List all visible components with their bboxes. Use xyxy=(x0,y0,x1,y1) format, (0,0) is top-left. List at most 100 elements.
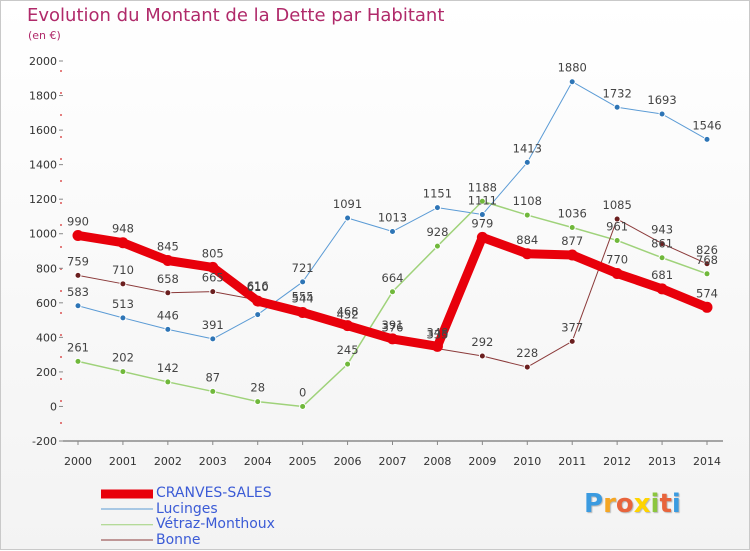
data-point xyxy=(209,387,217,395)
data-label: 943 xyxy=(651,223,673,237)
data-label: 877 xyxy=(561,234,583,248)
legend-label: Vétraz-Monthoux xyxy=(156,516,275,532)
legend-label: CRANVES-SALES xyxy=(156,485,272,501)
data-label: 555 xyxy=(292,290,314,304)
data-label: 884 xyxy=(516,233,538,247)
data-point xyxy=(254,311,262,319)
data-label: 805 xyxy=(202,246,224,260)
data-point xyxy=(658,110,666,118)
y-tick-label: -200 xyxy=(32,435,57,448)
data-label: 1111 xyxy=(468,194,497,208)
data-point xyxy=(119,368,127,376)
legend-label: Bonne xyxy=(156,531,201,548)
logo-letter: r xyxy=(603,489,616,519)
data-point xyxy=(297,306,309,318)
x-tick-label: 2006 xyxy=(334,455,362,468)
y-tick-label: 1800 xyxy=(29,90,57,103)
data-point xyxy=(523,363,531,371)
data-point xyxy=(74,302,82,310)
legend-label: Lucinges xyxy=(156,500,218,517)
data-point xyxy=(568,224,576,232)
data-label: 979 xyxy=(471,216,493,230)
x-tick-label: 2003 xyxy=(199,455,227,468)
data-label: 610 xyxy=(247,280,269,294)
data-label: 721 xyxy=(292,261,314,275)
data-label: 759 xyxy=(67,254,89,268)
data-label: 376 xyxy=(382,321,404,335)
data-label: 664 xyxy=(382,271,404,285)
proxiti-logo: Proxiti xyxy=(584,489,681,519)
data-point xyxy=(613,236,621,244)
data-label: 513 xyxy=(112,297,134,311)
x-tick-label: 2004 xyxy=(244,455,272,468)
data-point xyxy=(344,360,352,368)
x-tick-label: 2007 xyxy=(379,455,407,468)
y-tick-label: 800 xyxy=(36,262,57,275)
data-label: 665 xyxy=(202,271,224,285)
data-label: 928 xyxy=(426,225,448,239)
data-label: 391 xyxy=(382,318,404,332)
data-point xyxy=(613,215,621,223)
data-point xyxy=(478,211,486,219)
logo-letter: x xyxy=(633,489,651,519)
data-label: 710 xyxy=(112,263,134,277)
data-label: 202 xyxy=(112,351,134,365)
data-label: 142 xyxy=(157,361,179,375)
data-label: 990 xyxy=(67,214,89,228)
legend-swatch xyxy=(101,539,153,541)
data-label: 446 xyxy=(157,308,179,322)
data-label: 1085 xyxy=(603,198,632,212)
data-point xyxy=(342,320,354,332)
x-tick-label: 2002 xyxy=(154,455,182,468)
data-point xyxy=(252,295,264,307)
data-point xyxy=(521,248,533,260)
chart-subtitle: (en €) xyxy=(28,29,61,42)
x-tick-label: 2012 xyxy=(603,455,631,468)
x-tick-label: 2000 xyxy=(64,455,92,468)
data-point xyxy=(568,337,576,345)
data-point xyxy=(433,242,441,250)
data-label: 1413 xyxy=(513,141,542,155)
data-label: 1188 xyxy=(468,180,497,194)
data-point xyxy=(254,398,262,406)
chart-title: Evolution du Montant de la Dette par Hab… xyxy=(27,5,445,26)
data-label: 292 xyxy=(471,335,493,349)
data-point xyxy=(299,278,307,286)
data-point xyxy=(523,158,531,166)
data-point xyxy=(389,227,396,235)
data-point xyxy=(162,255,174,266)
data-label: 452 xyxy=(337,307,359,321)
y-tick-label: 400 xyxy=(36,331,57,344)
data-label: 0 xyxy=(299,385,306,399)
x-tick-label: 2014 xyxy=(693,455,721,468)
logo-letter: P xyxy=(584,489,604,519)
legend-swatch xyxy=(101,524,153,526)
data-label: 861 xyxy=(651,237,673,251)
data-label: 348 xyxy=(426,325,448,339)
legend-swatch xyxy=(101,508,153,510)
data-label: 28 xyxy=(250,381,265,395)
data-label: 616 xyxy=(247,279,269,293)
x-tick-label: 2008 xyxy=(423,455,451,468)
data-point xyxy=(299,402,307,410)
data-label: 768 xyxy=(696,253,718,267)
data-label: 1091 xyxy=(333,197,362,211)
logo-letter: t xyxy=(659,489,672,519)
data-label: 1036 xyxy=(558,207,587,221)
data-point xyxy=(476,231,488,243)
y-tick-label: 1400 xyxy=(29,159,57,172)
data-point xyxy=(209,288,217,296)
legend-swatch xyxy=(101,489,153,499)
data-label: 770 xyxy=(606,252,628,266)
y-tick-label: 600 xyxy=(36,297,57,310)
data-label: 658 xyxy=(157,272,179,286)
data-label: 1013 xyxy=(378,210,407,224)
data-point xyxy=(74,357,82,365)
x-tick-label: 2005 xyxy=(289,455,317,468)
data-label: 1546 xyxy=(692,118,721,132)
data-point xyxy=(703,260,711,268)
y-tick-label: 200 xyxy=(36,366,57,379)
data-point xyxy=(117,237,129,249)
